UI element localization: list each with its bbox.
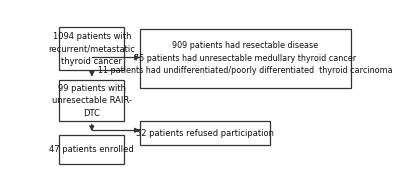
Text: 52 patients refused participation: 52 patients refused participation — [136, 129, 274, 138]
FancyBboxPatch shape — [140, 121, 270, 145]
Text: 99 patients with
unresectable RAIR-
DTC: 99 patients with unresectable RAIR- DTC — [52, 84, 132, 118]
FancyBboxPatch shape — [59, 80, 124, 121]
Text: 1094 patients with
recurrent/metastatic
thyroid cancer: 1094 patients with recurrent/metastatic … — [48, 32, 135, 66]
Text: 47 patients enrolled: 47 patients enrolled — [50, 145, 134, 154]
FancyBboxPatch shape — [59, 135, 124, 164]
FancyBboxPatch shape — [140, 29, 351, 88]
Text: 909 patients had resectable disease
75 patients had unresectable medullary thyro: 909 patients had resectable disease 75 p… — [98, 41, 393, 75]
FancyBboxPatch shape — [59, 27, 124, 70]
